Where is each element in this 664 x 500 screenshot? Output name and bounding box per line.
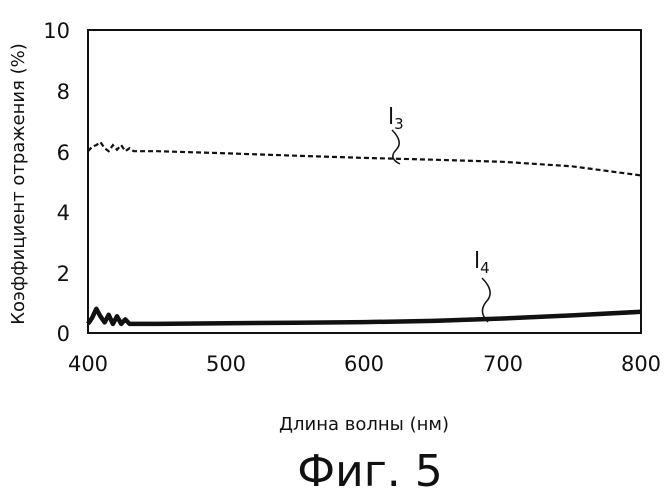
y-tick-label: 2 xyxy=(57,262,70,286)
series-line-l4 xyxy=(88,309,641,324)
series-line-l3 xyxy=(88,142,641,175)
y-tick-label: 8 xyxy=(57,80,70,104)
x-tick-label: 400 xyxy=(68,352,108,376)
series-label-l3: l3 xyxy=(388,105,404,133)
y-axis-title: Коэффициент отражения (%) xyxy=(8,43,29,325)
figure-caption: Фиг. 5 xyxy=(297,446,443,497)
x-tick-label: 500 xyxy=(206,352,246,376)
y-tick-label: 0 xyxy=(57,322,70,346)
series-label-l4-sub: 4 xyxy=(480,259,490,277)
y-tick-label: 6 xyxy=(57,141,70,165)
x-tick-label: 700 xyxy=(483,352,523,376)
y-tick-label: 4 xyxy=(57,201,70,225)
plot-frame xyxy=(88,30,641,333)
x-axis-ticks: 400 500 600 700 800 xyxy=(68,352,661,376)
y-tick-label: 10 xyxy=(43,19,70,43)
x-tick-label: 800 xyxy=(621,352,661,376)
series-label-l3-sub: 3 xyxy=(394,115,404,133)
y-axis-ticks: 0 2 4 6 8 10 xyxy=(43,19,70,346)
x-tick-label: 600 xyxy=(344,352,384,376)
series-label-l4: l4 xyxy=(474,249,490,277)
x-axis-title: Длина волны (нм) xyxy=(279,414,449,435)
series-leader-l4 xyxy=(482,278,490,322)
